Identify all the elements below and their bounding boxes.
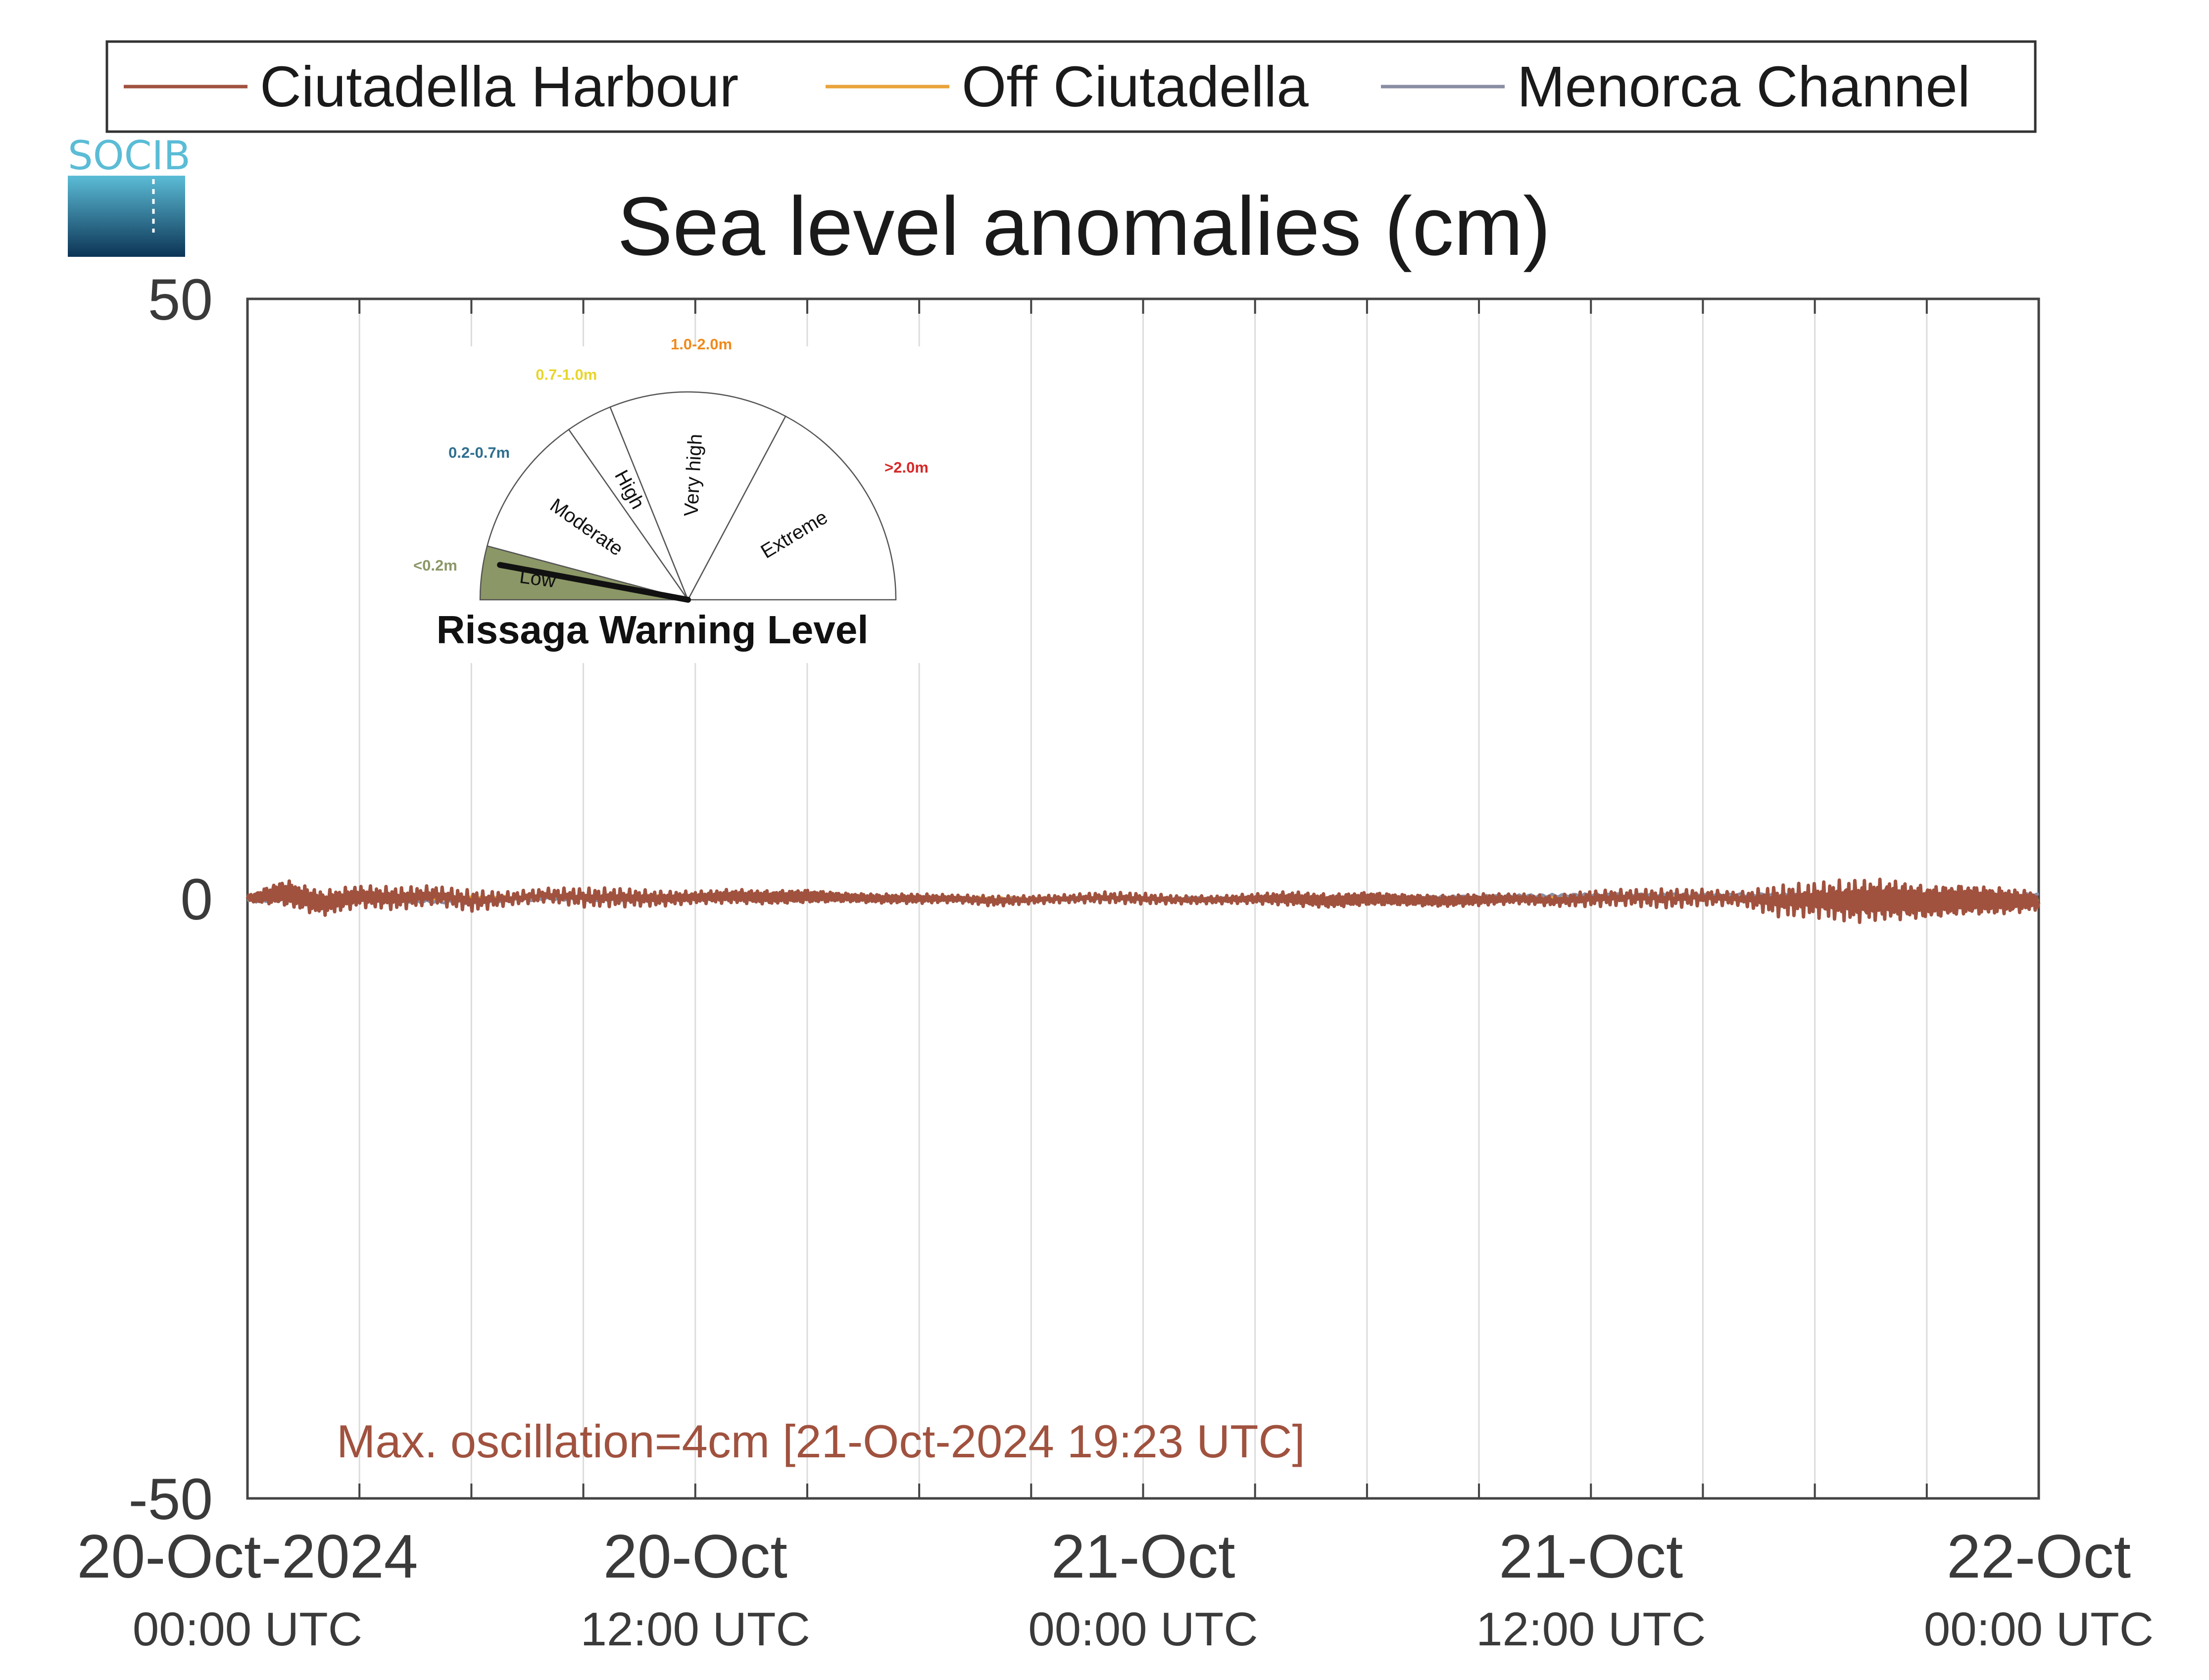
series-layer [245, 877, 2041, 924]
y-tick-label: 0 [180, 867, 213, 932]
socib-logo: SOCIB [68, 133, 191, 257]
x-tick-date-label: 21-Oct [1499, 1523, 1683, 1591]
gauge-range-label: 0.7-1.0m [536, 366, 597, 384]
max-oscillation-note: Max. oscillation=4cm [21-Oct-2024 19:23 … [337, 1415, 1305, 1467]
y-axis-ticks: 50 0 -50 [128, 267, 213, 1532]
x-tick-time-label: 00:00 UTC [1924, 1603, 2154, 1656]
x-tick-time-label: 12:00 UTC [1476, 1603, 1706, 1656]
legend-items: Ciutadella Harbour Off Ciutadella Menorca … [124, 54, 1970, 119]
logo-block [68, 176, 185, 257]
x-tick-date-label: 22-Oct [1947, 1523, 2131, 1591]
gauge-sector [687, 415, 897, 601]
y-tick-label: -50 [128, 1467, 213, 1532]
gauge-sector [486, 429, 689, 601]
gauge-range-label: 1.0-2.0m [671, 336, 732, 353]
x-tick-date-label: 20-Oct [603, 1523, 787, 1591]
legend: Ciutadella Harbour Off Ciutadella Menorca … [105, 40, 2037, 133]
gauge-category-label: Very high [680, 433, 706, 517]
x-tick-time-label: 00:00 UTC [1028, 1603, 1258, 1656]
x-tick-date-label: 21-Oct [1051, 1523, 1235, 1591]
gauge-needle [497, 562, 691, 603]
y-tick-label: 50 [148, 267, 213, 333]
x-tick-time-label: 12:00 UTC [581, 1603, 810, 1656]
gauge-range-label: 0.2-0.7m [448, 444, 510, 461]
legend-box [105, 40, 2037, 133]
chart-title: Sea level anomalies (cm) [617, 180, 1551, 273]
legend-label: Ciutadella Harbour [260, 54, 738, 119]
legend-label: Menorca Channel [1517, 54, 1970, 119]
x-axis-ticks: 20-Oct-2024 00:00 UTC 20-Oct 12:00 UTC 21-Oc… [77, 1523, 2154, 1656]
series-line [245, 877, 2041, 924]
x-tick-date-label: 20-Oct-2024 [77, 1523, 418, 1591]
gauge-range-label: <0.2m [413, 557, 457, 574]
rissaga-warning-gauge: Low<0.2mModerate0.2-0.7mHigh0.7-1.0mVery… [396, 336, 931, 663]
gauge-title: Rissaga Warning Level [437, 608, 869, 652]
tick-marks [247, 298, 1928, 1499]
gauge-sector [609, 391, 786, 601]
x-tick-time-label: 00:00 UTC [133, 1603, 362, 1656]
logo-text: SOCIB [68, 133, 191, 179]
legend-label: Off Ciutadella [962, 54, 1309, 119]
gauge-range-label: >2.0m [884, 459, 929, 476]
